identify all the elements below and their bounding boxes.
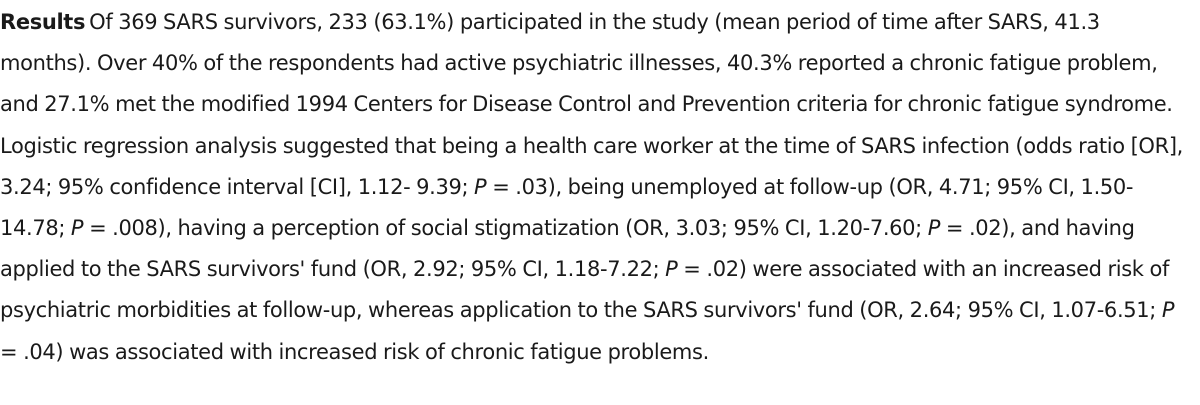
p-value-symbol: P: [474, 174, 487, 199]
p-value-symbol: P: [665, 257, 678, 282]
results-text-segment: = .008), having a perception of social s…: [83, 216, 928, 241]
results-text-segment: Of 369 SARS survivors, 233 (63.1%) parti…: [0, 10, 1183, 199]
results-paragraph: Results Of 369 SARS survivors, 233 (63.1%…: [0, 2, 1194, 373]
results-text-segment: = .04) was associated with increased ris…: [0, 339, 709, 364]
results-heading: Results: [0, 10, 86, 34]
p-value-symbol: P: [1161, 298, 1175, 323]
results-abstract-section: Results Of 369 SARS survivors, 233 (63.1%…: [0, 2, 1194, 373]
results-text-segment: = .03), being unemployed at fol­low-up (…: [0, 174, 1134, 241]
results-text-segment: = .02), and having applied to the SARS s…: [0, 216, 1135, 282]
results-text-segment: = .02) were associated with an increased…: [0, 257, 1169, 323]
p-value-symbol: P: [70, 216, 84, 241]
p-value-symbol: P: [927, 216, 941, 241]
